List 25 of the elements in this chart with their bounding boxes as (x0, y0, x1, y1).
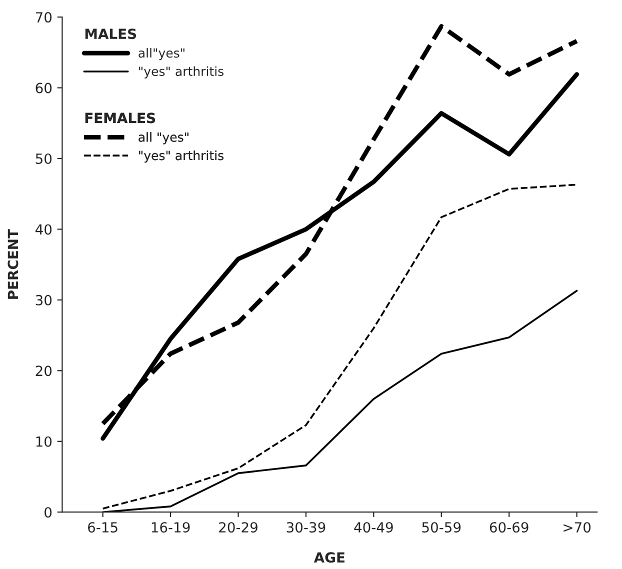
y-tick-label: 50 (36, 153, 52, 164)
x-axis-title: AGE (314, 552, 344, 563)
x-tick-label: 30-39 (286, 522, 326, 533)
x-tick-label: 50-59 (422, 522, 461, 533)
annotation: MALES (85, 28, 136, 40)
x-tick-label: 60-69 (490, 522, 528, 533)
x-tick-label: 20-29 (219, 522, 258, 533)
y-tick-label: 70 (36, 12, 52, 23)
y-axis-title: PERCENT (8, 229, 18, 299)
y-tick-label: 0 (44, 507, 52, 518)
x-tick-label: 6-15 (88, 522, 118, 533)
annotation: FEMALES (85, 112, 156, 124)
y-tick-label: 60 (36, 82, 52, 94)
x-tick-label: 16-19 (152, 522, 190, 533)
legend-label: all "yes" (138, 132, 188, 144)
legend-label: all"yes" (138, 48, 184, 60)
y-tick-label: 10 (36, 436, 52, 447)
legend-label: "yes" arthritis (139, 66, 224, 78)
y-tick-label: 20 (36, 366, 52, 376)
y-tick-label: 40 (35, 224, 52, 235)
x-tick-label: 40-49 (354, 522, 393, 533)
y-tick-label: 30 (36, 294, 52, 306)
line-series (102, 184, 578, 510)
legend-label: "yes" arthritis (139, 150, 224, 163)
x-tick-label: >70 (564, 522, 591, 533)
